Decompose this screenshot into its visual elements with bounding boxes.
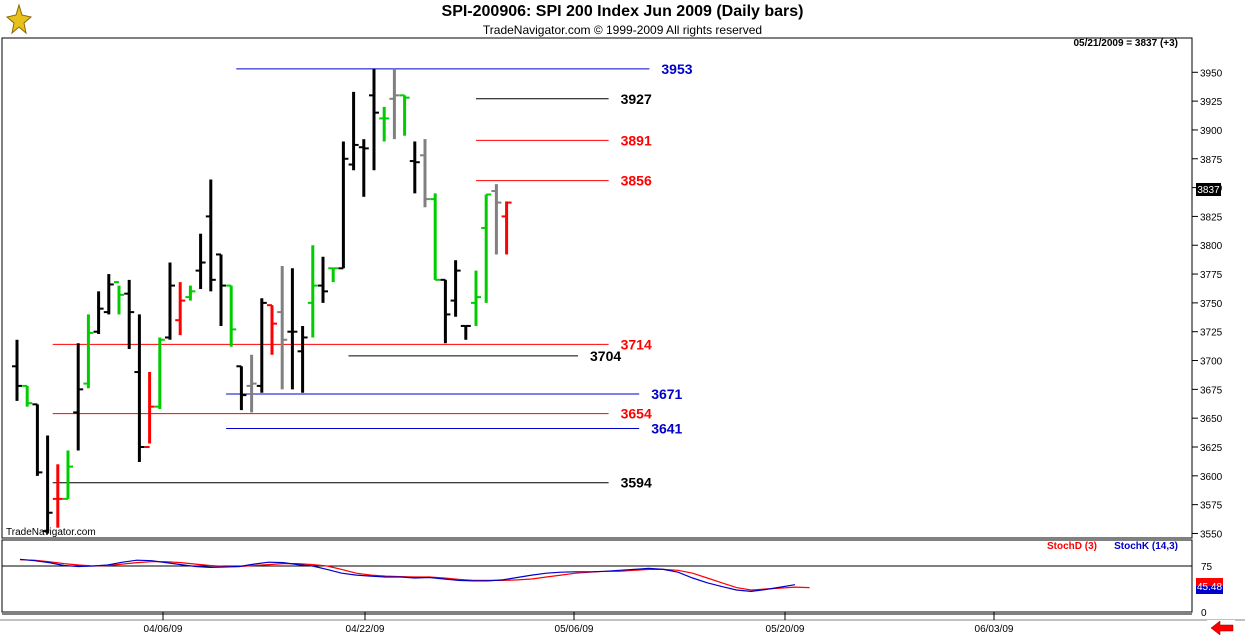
date-tick-label: 05/06/09: [555, 624, 594, 635]
osc-value: 45.48: [1197, 582, 1222, 593]
last-bar-info: 05/21/2009 = 3837 (+3): [1073, 38, 1178, 49]
price-bar: [103, 274, 114, 315]
price-bar: [399, 94, 410, 136]
price-bar: [185, 285, 196, 301]
last-price-value: 3837: [1197, 185, 1220, 196]
level-label: 3671: [651, 386, 682, 402]
price-bar: [205, 179, 216, 292]
price-tick-label: 3750: [1200, 299, 1223, 310]
price-bar: [73, 343, 84, 451]
price-tick-label: 3900: [1200, 126, 1223, 137]
price-bar: [481, 193, 492, 303]
price-tick-label: 3875: [1200, 155, 1223, 166]
price-bar: [409, 141, 420, 194]
chart-header: SPI-200906: SPI 200 Index Jun 2009 (Dail…: [0, 0, 1245, 38]
watermark-text: TradeNavigator.com: [6, 527, 96, 538]
price-bar: [236, 365, 247, 411]
price-bar: [501, 201, 512, 255]
price-bar: [460, 324, 471, 340]
level-label: 3654: [621, 406, 652, 422]
stoch-series-line: [19, 558, 796, 593]
price-bar: [440, 278, 451, 344]
level-label: 3714: [621, 336, 652, 352]
tradenavigator-logo-icon: [4, 3, 34, 35]
price-bar: [175, 282, 186, 336]
price-bar: [420, 139, 430, 208]
price-bar: [165, 262, 175, 340]
price-bar: [226, 284, 237, 347]
osc-level-0: 0: [1201, 608, 1207, 619]
price-bar: [307, 245, 318, 338]
price-bar: [246, 354, 257, 413]
price-bar: [318, 256, 328, 303]
price-bar: [348, 91, 359, 171]
date-tick-label: 05/20/09: [766, 624, 805, 635]
price-bar: [328, 267, 339, 283]
level-label: 3641: [651, 421, 682, 437]
price-bar: [287, 268, 298, 390]
price-bar: [63, 450, 73, 500]
price-bar: [83, 314, 94, 389]
price-tick-label: 3575: [1200, 501, 1223, 512]
level-label: 3927: [621, 91, 652, 107]
price-tick-label: 3825: [1200, 212, 1223, 223]
price-bar: [144, 372, 155, 448]
price-bar: [124, 279, 135, 349]
level-label: 3594: [621, 475, 652, 491]
price-bar: [52, 464, 63, 528]
price-tick-label: 3950: [1200, 68, 1223, 79]
price-bar: [358, 139, 369, 197]
date-tick-label: 06/03/09: [975, 624, 1014, 635]
price-bar: [22, 384, 33, 407]
price-bar: [216, 253, 226, 326]
price-bar: [277, 265, 288, 390]
level-label: 3704: [590, 348, 621, 364]
price-tick-label: 3600: [1200, 472, 1223, 483]
price-bar: [491, 184, 502, 255]
price-tick-label: 3650: [1200, 414, 1223, 425]
price-tick-label: 3625: [1200, 443, 1223, 454]
price-bar: [114, 281, 124, 315]
stochk-legend: StochK (14,3): [1114, 541, 1178, 552]
price-bar: [12, 339, 22, 401]
price-bar: [338, 141, 349, 270]
price-bar: [93, 291, 104, 335]
stochd-legend: StochD (3): [1047, 541, 1097, 552]
price-bar: [42, 435, 53, 534]
price-bar: [134, 314, 145, 462]
price-tick-label: 3675: [1200, 385, 1223, 396]
last-price-tag: 3837: [1196, 183, 1221, 196]
price-bar: [369, 68, 379, 171]
price-tick-label: 3725: [1200, 328, 1223, 339]
date-tick-label: 04/22/09: [346, 624, 385, 635]
copyright-text: TradeNavigator.com © 1999-2009 All right…: [482, 23, 763, 37]
price-bar: [256, 298, 267, 393]
price-tick-label: 3925: [1200, 97, 1223, 108]
stoch-series-line: [19, 559, 810, 591]
level-label: 3953: [661, 61, 692, 77]
price-bar: [297, 325, 308, 393]
oscillator-panel-frame: [1, 539, 1193, 613]
scroll-left-button[interactable]: [1207, 620, 1235, 636]
price-bar: [32, 403, 43, 476]
level-label: 3856: [621, 173, 652, 189]
price-tick-label: 3700: [1200, 357, 1223, 368]
price-bar: [450, 260, 461, 317]
price-tick-label: 3550: [1200, 529, 1223, 540]
price-tick-label: 3800: [1200, 241, 1223, 252]
level-label: 3891: [621, 132, 652, 148]
osc-value-tag: 45.48: [1196, 578, 1223, 594]
price-bar: [471, 270, 481, 326]
price-bar: [267, 304, 277, 355]
price-tick-label: 3775: [1200, 270, 1223, 281]
date-tick-label: 04/06/09: [144, 624, 183, 635]
price-bar: [430, 193, 441, 281]
price-bar: [195, 233, 206, 290]
price-bar: [379, 106, 390, 142]
price-bar: [389, 68, 400, 140]
price-bar: [154, 337, 165, 409]
chart-title: SPI-200906: SPI 200 Index Jun 2009 (Dail…: [441, 3, 804, 20]
osc-level-75: 75: [1201, 562, 1213, 573]
